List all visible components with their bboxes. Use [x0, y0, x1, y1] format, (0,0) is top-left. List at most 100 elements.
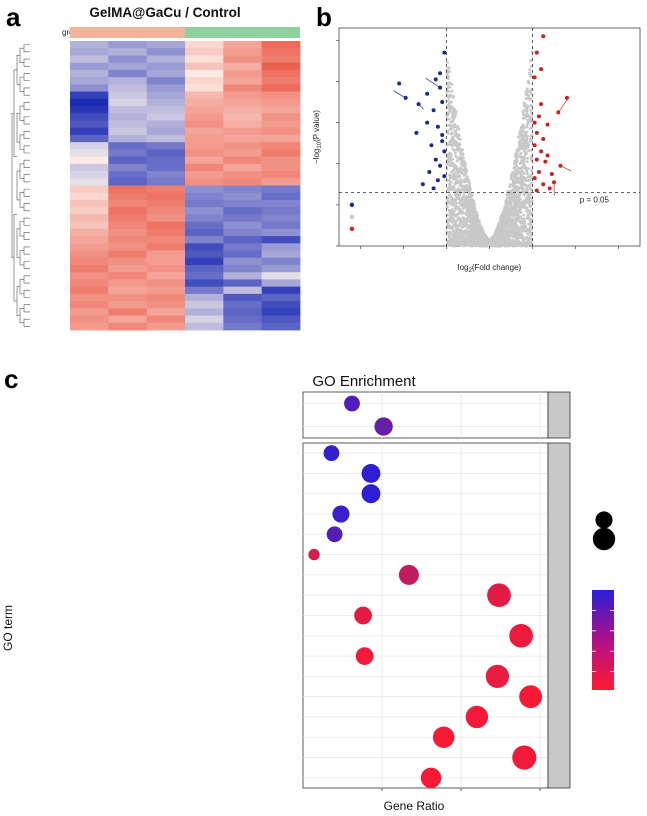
ns-point	[522, 217, 526, 221]
heatmap-cell	[223, 55, 263, 64]
up-point	[539, 149, 544, 154]
heatmap-cell	[146, 127, 186, 136]
ns-point	[519, 155, 523, 159]
heatmap-cell	[70, 120, 109, 129]
ns-point	[456, 156, 460, 160]
heatmap-cell	[146, 243, 186, 251]
dendrogram-branch	[19, 250, 24, 266]
ns-point	[449, 93, 453, 97]
go-bubble	[485, 664, 510, 689]
count-legend-swatch	[592, 527, 616, 551]
heatmap-cell	[108, 243, 148, 251]
ns-point	[529, 196, 533, 200]
heatmap-cell	[185, 228, 224, 237]
ns-point	[456, 125, 460, 128]
go-bubble	[398, 564, 419, 585]
dendrogram-branch	[19, 163, 24, 179]
up-point	[534, 188, 539, 193]
heatmap-cell	[223, 149, 263, 157]
heatmap-cell	[261, 55, 301, 64]
ns-point	[521, 146, 525, 150]
heatmap-cell	[223, 62, 263, 71]
heatmap-cell	[185, 214, 224, 223]
ns-point	[505, 206, 509, 210]
heatmap-cell	[223, 185, 263, 194]
ns-point	[523, 102, 527, 106]
heatmap-cell	[185, 91, 224, 100]
ns-point	[507, 225, 511, 229]
ns-point	[451, 135, 455, 139]
ns-point	[514, 156, 518, 160]
go-points	[308, 395, 543, 789]
down-point	[438, 71, 443, 76]
heatmap-cell	[223, 264, 263, 273]
ns-point	[517, 227, 521, 230]
ns-point	[520, 184, 524, 188]
ns-point	[511, 234, 514, 238]
ns-point	[509, 222, 513, 226]
ns-point	[517, 192, 521, 196]
ns-point	[516, 203, 520, 207]
heatmap-cell	[261, 257, 301, 266]
ns-point	[451, 112, 455, 116]
ns-point	[478, 228, 481, 232]
ns-point	[472, 211, 476, 215]
heatmap-cell	[70, 98, 109, 107]
ns-point	[446, 199, 450, 203]
heatmap-cell	[223, 98, 263, 107]
ns-point	[503, 244, 507, 248]
heatmap-cell	[108, 62, 148, 71]
ns-point	[449, 214, 453, 218]
heatmap-cell	[185, 221, 224, 230]
heatmap-cell	[146, 308, 186, 316]
heatmap-cell	[108, 199, 148, 208]
heatmap-cell	[70, 315, 109, 324]
ns-point	[529, 175, 533, 179]
ns-point	[469, 229, 473, 233]
label-leader-line	[393, 90, 406, 99]
heatmap-cell	[223, 214, 263, 223]
ns-point	[522, 113, 526, 117]
ns-point	[478, 237, 482, 241]
heatmap-cell	[70, 77, 109, 85]
ns-point	[528, 117, 532, 121]
ns-point	[447, 117, 451, 121]
ns-point	[469, 219, 473, 223]
heatmap-cell	[108, 84, 148, 92]
heatmap-cell	[223, 48, 263, 56]
heatmap-cell	[185, 69, 224, 78]
up-point	[534, 50, 539, 55]
heatmap-cell	[146, 171, 186, 179]
heatmap-cell	[223, 279, 263, 288]
label-leader-line	[425, 78, 441, 88]
heatmap-cell	[261, 221, 301, 230]
dendrogram-branch	[13, 69, 17, 157]
volcano-down-points	[397, 50, 447, 191]
heatmap-cell	[108, 142, 148, 150]
ns-point	[455, 224, 459, 228]
up-point	[547, 186, 552, 191]
heatmap-cell	[146, 322, 186, 331]
heatmap-cell	[146, 286, 186, 295]
ns-point	[464, 167, 468, 171]
ns-point	[524, 143, 528, 147]
heatmap-cell	[185, 113, 224, 121]
ns-point	[509, 197, 513, 201]
ns-point	[522, 190, 525, 194]
ns-point	[465, 184, 469, 188]
ns-point	[528, 68, 532, 72]
heatmap-cell	[185, 120, 224, 129]
heatmap-cell	[261, 236, 301, 244]
volcano-y-axis-title-sub: 10	[317, 141, 323, 148]
legend-swatch	[349, 202, 355, 208]
heatmap-cell	[108, 228, 148, 237]
ns-point	[462, 194, 466, 198]
go-bubble	[432, 726, 455, 749]
dendrogram-branch	[23, 304, 30, 313]
ns-point	[456, 171, 460, 175]
ns-point	[454, 164, 458, 168]
heatmap-cell	[146, 62, 186, 71]
heatmap-cell	[146, 207, 186, 215]
ns-point	[515, 148, 519, 152]
heatmap-dendrogram	[11, 44, 30, 327]
